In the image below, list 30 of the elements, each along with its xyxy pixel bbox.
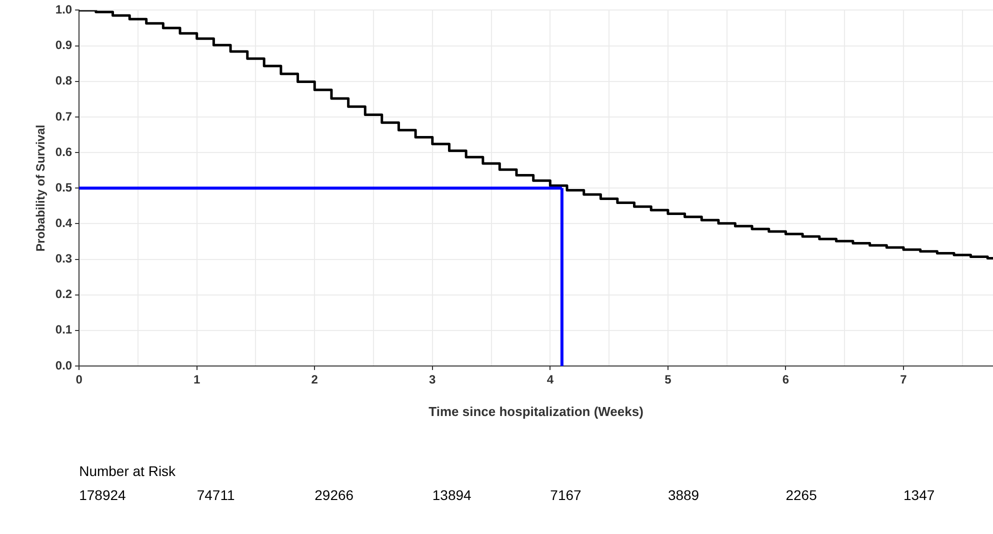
y-tick-label: 0.3 xyxy=(55,252,72,266)
x-tick-label: 1 xyxy=(194,372,201,387)
text: 29266 xyxy=(314,487,354,503)
text: 74711 xyxy=(196,487,235,503)
y-tick-label: 0.6 xyxy=(55,144,72,159)
y-tick-label: 0.8 xyxy=(55,74,72,88)
text: Number at Risk xyxy=(79,463,177,479)
y-tick-label: 0.5 xyxy=(55,180,72,194)
x-axis-title: Time since hospitalization (Weeks) xyxy=(428,404,644,419)
text: 1347 xyxy=(903,487,935,503)
text: 3889 xyxy=(668,487,700,503)
y-tick-label: 0.4 xyxy=(55,216,72,230)
text: 7167 xyxy=(550,487,582,503)
y-tick-label: 0.0 xyxy=(55,358,72,372)
text: 2265 xyxy=(786,487,818,503)
x-tick-label: 3 xyxy=(429,372,436,387)
y-tick-label: 1.0 xyxy=(55,2,72,17)
y-tick-label: 0.2 xyxy=(55,287,72,302)
y-axis-title: Probability of Survival xyxy=(34,124,48,252)
text: 13894 xyxy=(432,487,472,503)
x-tick-label: 2 xyxy=(311,372,318,387)
x-tick-label: 0 xyxy=(76,372,83,387)
x-tick-label: 4 xyxy=(546,372,554,387)
y-tick-label: 0.7 xyxy=(55,109,72,124)
y-tick-label: 0.1 xyxy=(55,322,72,337)
y-tick-label: 0.9 xyxy=(55,38,72,52)
x-tick-label: 5 xyxy=(664,372,672,387)
x-tick-label: 6 xyxy=(782,372,790,387)
text: 178924 xyxy=(79,487,126,503)
x-tick-label: 7 xyxy=(900,372,908,387)
